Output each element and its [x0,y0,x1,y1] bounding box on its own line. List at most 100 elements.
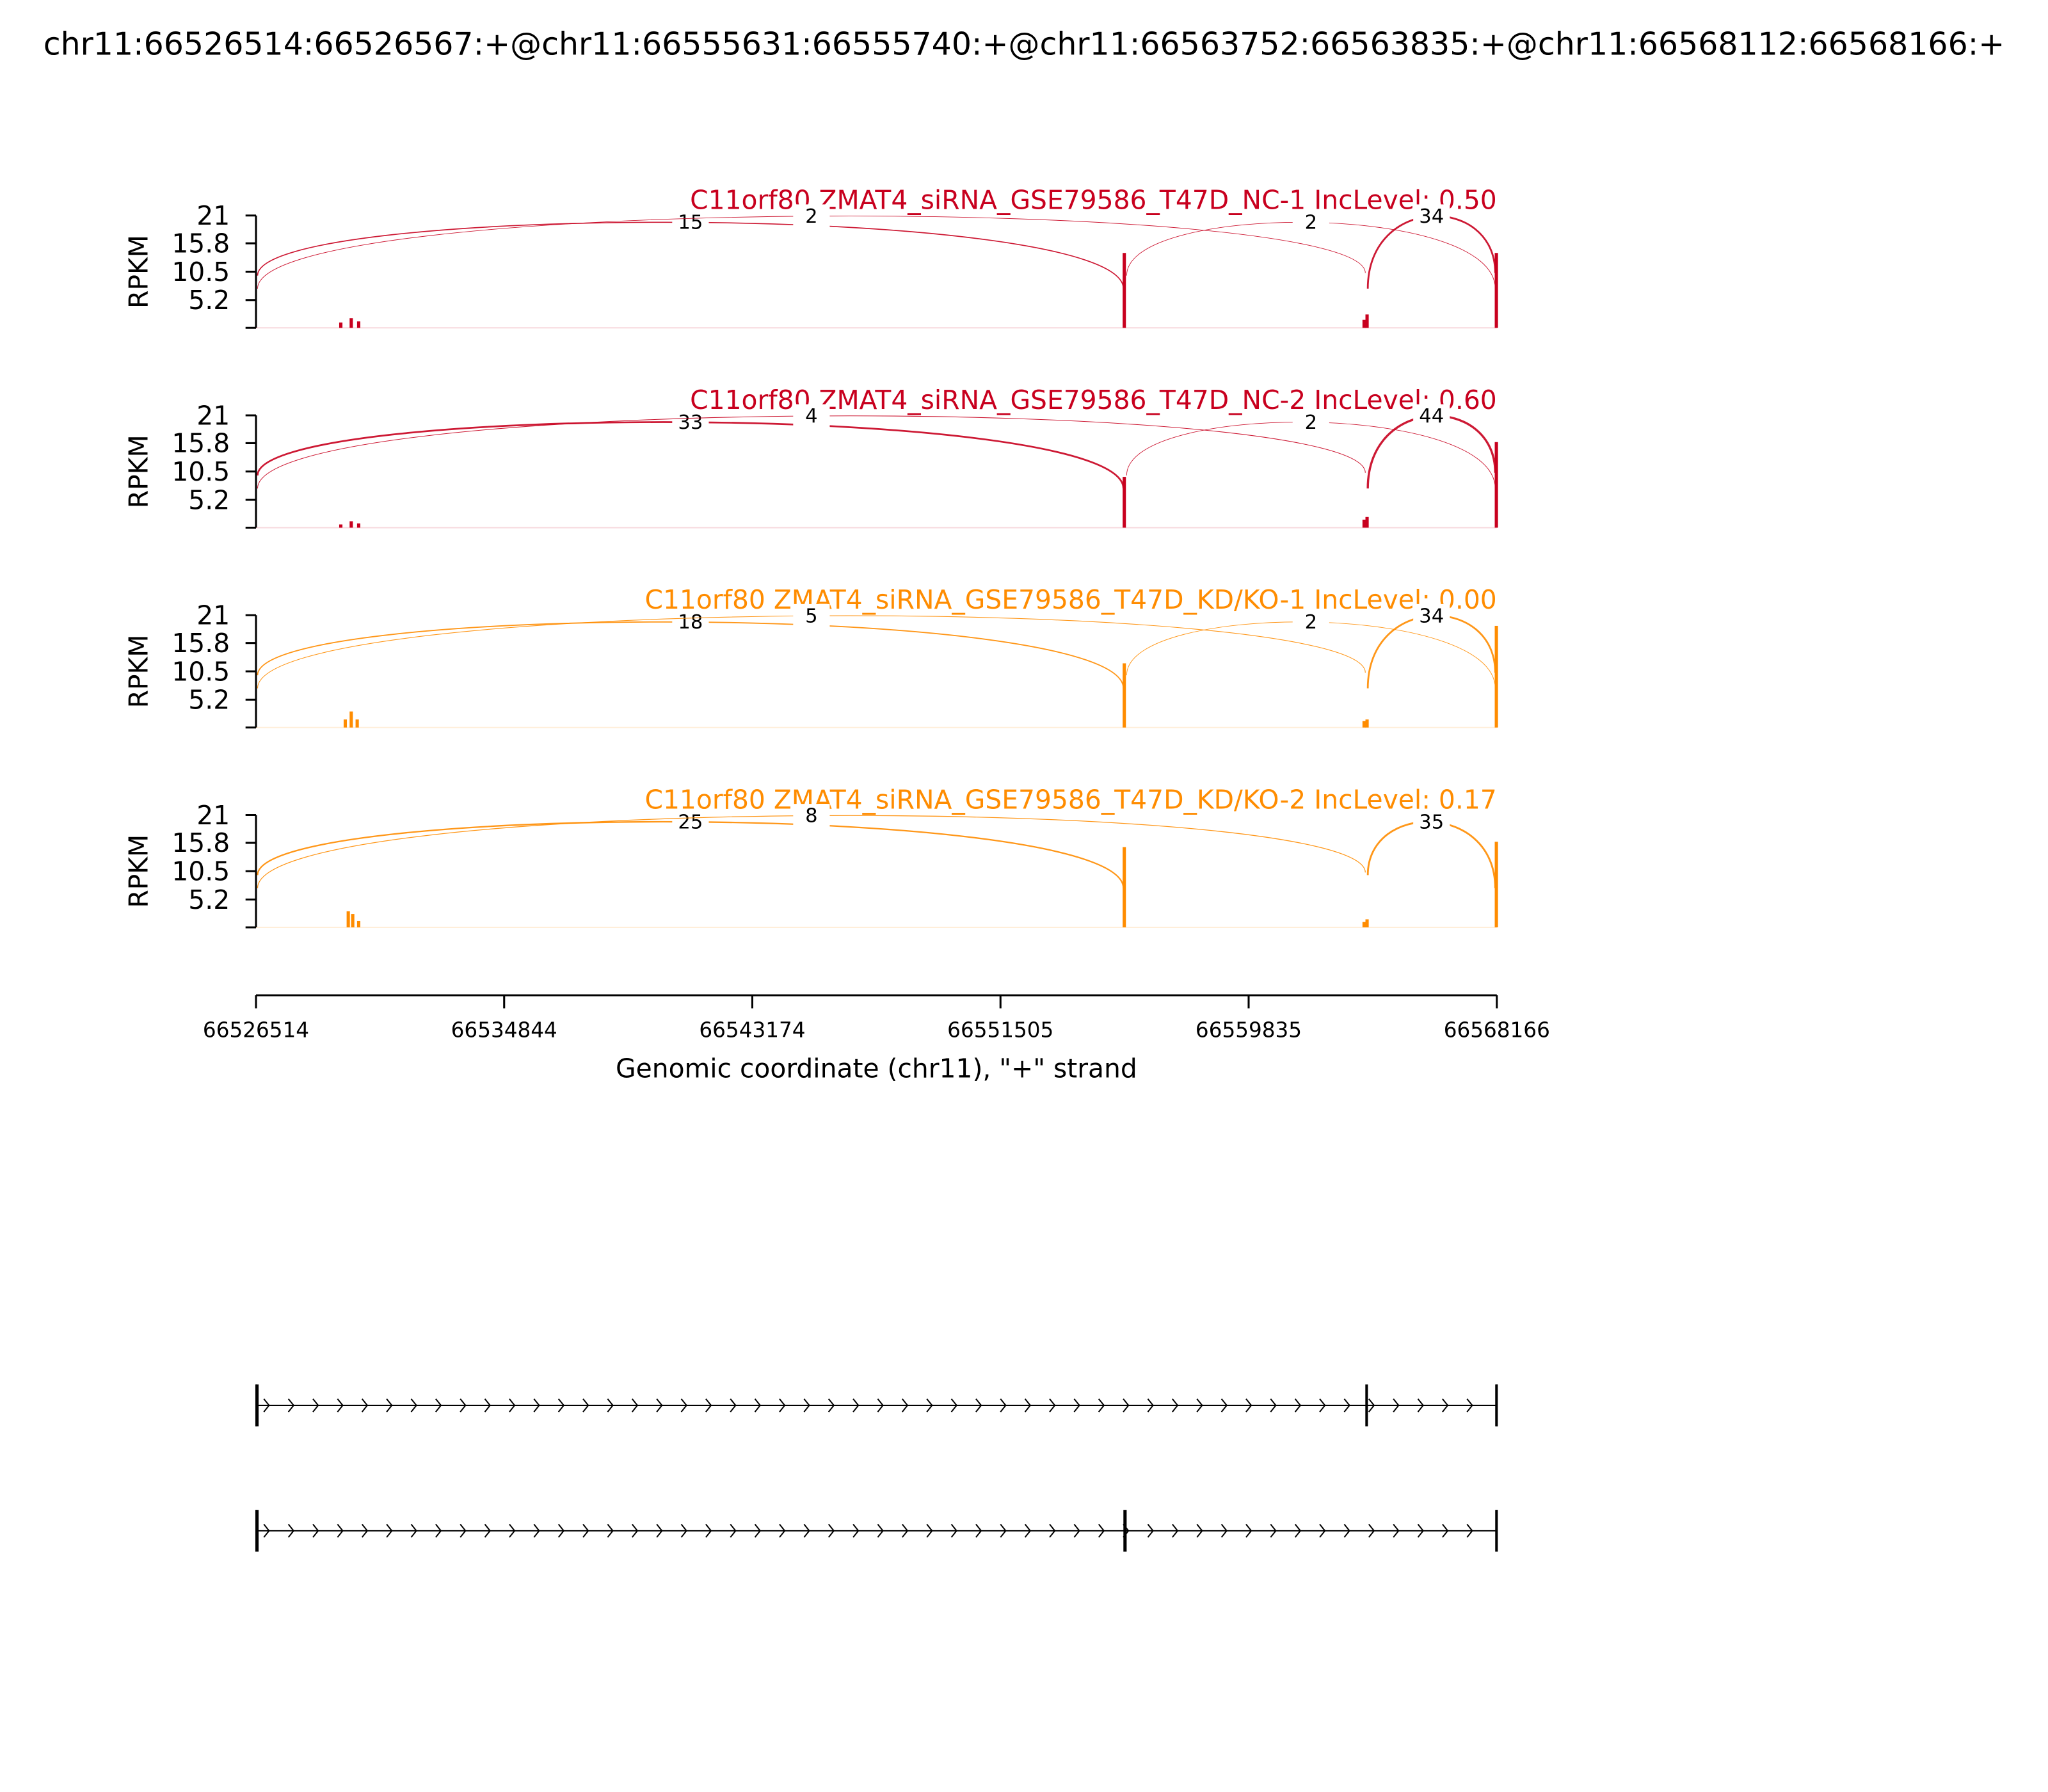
coverage-bar [1123,847,1126,927]
strand-arrow [410,1523,417,1538]
strand-arrow [1098,1398,1105,1412]
strand-arrow [680,1523,687,1538]
strand-arrow [435,1523,442,1538]
y-tick-label: 15.8 [172,828,230,858]
strand-arrow [386,1398,393,1412]
y-tick-label: 5.2 [188,884,230,915]
strand-arrow [337,1523,344,1538]
strand-arrow [484,1398,492,1412]
strand-arrow [312,1523,319,1538]
junction-label-bg [1292,211,1329,234]
coverage-bar [1362,922,1366,927]
coverage-bar [346,911,350,927]
exon [256,1384,259,1427]
strand-arrow [337,1398,344,1412]
junction-label-bg [793,804,830,828]
junction-label-bg [793,604,830,628]
y-axis-label: RPKM [124,635,154,708]
y-axis-label: RPKM [124,235,154,308]
strand-arrow [1294,1398,1302,1412]
strand-arrow [1000,1523,1007,1538]
coverage-bar [356,321,360,328]
junction-label-bg [672,211,709,234]
strand-arrow [779,1398,786,1412]
strand-arrow [484,1523,492,1538]
coverage-bar [1362,721,1366,728]
strand-arrow [287,1398,295,1412]
strand-arrow [631,1523,639,1538]
junction-label-bg [1292,410,1329,435]
strand-arrow [1196,1398,1203,1412]
strand-arrow [607,1523,614,1538]
strand-arrow [705,1523,712,1538]
coverage-bar [1123,253,1126,328]
y-tick-label: 15.8 [172,228,230,259]
y-tick-label: 10.5 [172,456,230,487]
junction-label: 5 [805,605,817,627]
strand-arrow [1220,1398,1228,1412]
exon [1365,1384,1368,1427]
strand-arrow [1466,1523,1473,1538]
junction-label: 33 [678,412,703,434]
coverage-bar [1123,663,1126,728]
x-tick-label: 66559835 [1196,1018,1302,1042]
junction-label-bg [793,204,830,228]
junction-label: 35 [1419,811,1444,833]
coverage-bar [355,719,359,728]
strand-arrow [828,1523,835,1538]
strand-arrow [754,1523,762,1538]
strand-arrow [631,1398,639,1412]
coverage-bar [1494,442,1498,528]
strand-arrow [1442,1398,1449,1412]
x-axis-label: Genomic coordinate (chr11), "+" strand [616,1053,1137,1084]
strand-arrow [1417,1523,1424,1538]
coverage-bar [349,318,353,328]
track-title: C11orf80 ZMAT4_siRNA_GSE79586_T47D_KD/KO… [644,584,1496,615]
junction-label-bg [1413,204,1450,228]
coverage-bar [356,920,360,927]
strand-arrow [1000,1398,1007,1412]
strand-arrow [509,1523,516,1538]
y-tick-label: 21 [196,400,230,431]
junction-label-bg [672,810,709,834]
strand-arrow [1442,1523,1449,1538]
strand-arrow [312,1398,319,1412]
strand-arrow [1294,1523,1302,1538]
strand-arrow [460,1398,467,1412]
coverage-bar [1365,719,1369,728]
strand-arrow [803,1398,810,1412]
junction-label-bg [672,410,709,435]
junction-label: 2 [1305,412,1317,434]
x-tick-label: 66534844 [451,1018,557,1042]
exon [1495,1510,1498,1552]
strand-arrow [1049,1398,1056,1412]
strand-arrow [263,1523,270,1538]
coverage-bar [1365,314,1369,328]
junction-label-bg [793,404,830,428]
junction-label: 34 [1419,605,1444,627]
strand-arrow [680,1398,687,1412]
strand-arrow [803,1523,810,1538]
strand-arrow [582,1523,589,1538]
junction-label: 2 [805,205,817,228]
x-tick-label: 66543174 [699,1018,805,1042]
coverage-bar [1365,516,1369,528]
strand-arrow [1196,1523,1203,1538]
strand-arrow [926,1523,933,1538]
strand-arrow [1024,1398,1032,1412]
strand-arrow [1147,1398,1154,1412]
strand-arrow [705,1398,712,1412]
y-tick-label: 5.2 [188,285,230,316]
coverage-bar [1362,519,1366,528]
coverage-bar [1365,919,1369,927]
coverage-bar [351,914,355,927]
coverage-bar [343,719,348,728]
coverage-bar [1494,842,1498,927]
junction-label-bg [672,610,709,634]
exon [1123,1510,1127,1552]
y-tick-label: 10.5 [172,856,230,887]
y-tick-label: 10.5 [172,257,230,287]
strand-arrow [287,1523,295,1538]
